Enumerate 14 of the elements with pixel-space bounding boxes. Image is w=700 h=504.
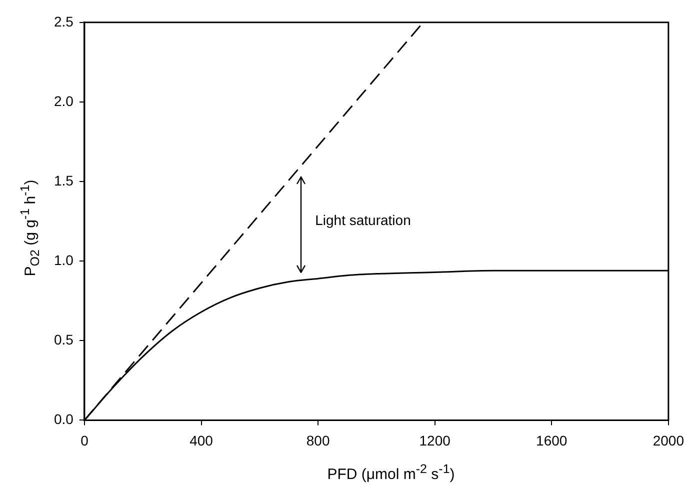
x-tick-label: 1200 bbox=[419, 432, 451, 448]
x-axis-title: PFD (μmol m$^{-2}$ s$^{-1}$) bbox=[326, 462, 456, 483]
annotation: Light saturation bbox=[315, 212, 411, 228]
y-tick-label: 2.5 bbox=[54, 13, 74, 30]
y-tick-label: 1.5 bbox=[54, 172, 74, 188]
y-tick-label: 0.5 bbox=[54, 332, 74, 348]
x-tick-label: 0 bbox=[80, 432, 89, 448]
y-tick-label: 0.0 bbox=[54, 411, 74, 428]
x-tick-label: 2000 bbox=[652, 432, 684, 448]
y-tick-label: 1.0 bbox=[54, 252, 74, 268]
x-tick-label: 800 bbox=[306, 432, 330, 448]
x-tick-label: 400 bbox=[190, 432, 214, 448]
y-tick-label: 2.0 bbox=[54, 92, 74, 109]
x-tick-label: 1600 bbox=[536, 432, 568, 448]
